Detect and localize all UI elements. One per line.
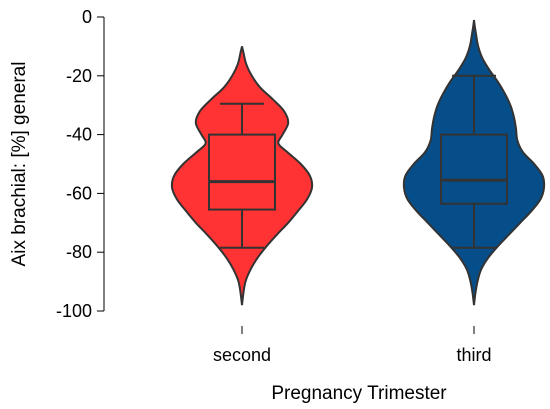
y-tick-label: 0 xyxy=(82,7,92,27)
x-tick-label: second xyxy=(213,345,271,365)
x-tick-label: third xyxy=(456,345,491,365)
violin-second xyxy=(170,46,314,306)
violins xyxy=(170,19,546,306)
y-tick-label: -60 xyxy=(66,183,92,203)
y-tick-label: -40 xyxy=(66,125,92,145)
y-tick-label: -80 xyxy=(66,242,92,262)
y-axis-title: Aix brachial: [%] general xyxy=(9,62,30,267)
y-tick-label: -100 xyxy=(56,301,92,321)
box-iqr xyxy=(208,133,276,211)
box-iqr xyxy=(440,133,508,205)
boxplots xyxy=(208,74,508,249)
y-tick-label: -20 xyxy=(66,66,92,86)
x-axis-title: Pregnancy Trimester xyxy=(271,383,447,404)
violin-third xyxy=(402,19,546,306)
axes: 0 -20 -40 -60 -80 -100 second third xyxy=(56,7,492,365)
